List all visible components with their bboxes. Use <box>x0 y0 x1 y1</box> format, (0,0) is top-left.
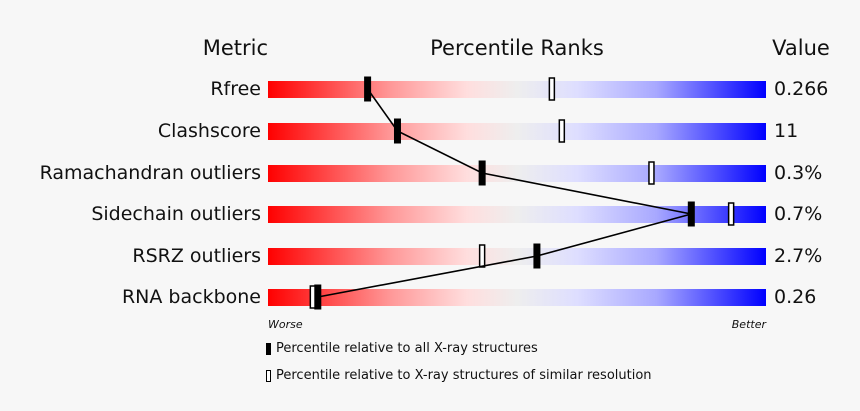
value-column-header: Value <box>772 36 830 60</box>
percentile-bar <box>268 164 766 182</box>
relative-percentile-marker <box>478 244 486 268</box>
percentile-bar <box>268 122 766 140</box>
metric-value: 0.266 <box>774 78 829 100</box>
absolute-percentile-marker <box>314 284 322 310</box>
percentile-ranks-header: Percentile Ranks <box>430 36 604 60</box>
legend-item-absolute: Percentile relative to all X-ray structu… <box>266 341 538 357</box>
metric-label: Ramachandran outliers <box>39 162 261 184</box>
relative-percentile-marker <box>727 202 735 226</box>
absolute-percentile-connector-line <box>317 88 692 298</box>
metric-label: Rfree <box>210 78 261 100</box>
relative-percentile-marker <box>558 119 566 143</box>
open-marker-icon <box>266 370 271 382</box>
legend-label-absolute: Percentile relative to all X-ray structu… <box>276 341 538 356</box>
metric-value: 11 <box>774 120 799 142</box>
metric-label: Clashscore <box>157 120 261 142</box>
percentile-bar <box>268 247 766 265</box>
metric-value: 0.3% <box>774 162 823 184</box>
metric-label: RSRZ outliers <box>132 245 261 267</box>
better-label: Better <box>731 318 766 331</box>
absolute-percentile-marker <box>478 160 486 186</box>
absolute-percentile-marker <box>393 118 401 144</box>
relative-percentile-marker <box>648 161 655 185</box>
worse-label: Worse <box>268 318 303 331</box>
metric-column-header: Metric <box>202 36 268 60</box>
metric-value: 2.7% <box>774 245 823 267</box>
percentile-bar <box>268 205 766 223</box>
metric-label: RNA backbone <box>121 286 261 308</box>
legend-label-relative: Percentile relative to X-ray structures … <box>276 368 652 383</box>
metric-value: 0.7% <box>774 203 823 225</box>
absolute-percentile-marker <box>687 201 695 227</box>
metric-label: Sidechain outliers <box>91 203 261 225</box>
legend-item-relative: Percentile relative to X-ray structures … <box>266 368 652 384</box>
metric-value: 0.26 <box>774 286 817 308</box>
absolute-percentile-marker <box>364 76 372 102</box>
absolute-percentile-marker <box>533 243 541 269</box>
relative-percentile-marker <box>548 77 556 101</box>
filled-marker-icon <box>266 343 271 355</box>
percentile-bar <box>268 288 766 306</box>
percentile-bar <box>268 80 766 98</box>
